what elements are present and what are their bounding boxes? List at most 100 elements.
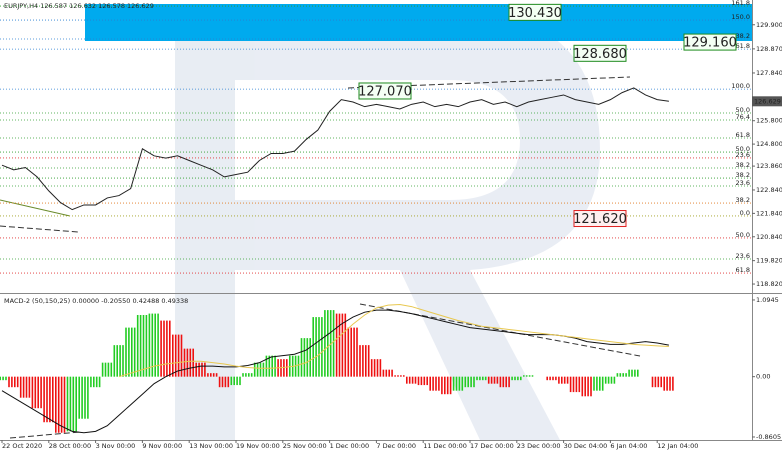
histogram-bar xyxy=(11,376,13,388)
histogram-bar xyxy=(104,362,107,377)
histogram-bar xyxy=(517,376,519,381)
histogram-bar xyxy=(227,376,230,388)
histogram-bar xyxy=(523,375,525,377)
histogram-bar xyxy=(195,362,197,377)
histogram-bar xyxy=(183,348,186,377)
histogram-bar xyxy=(81,376,83,419)
histogram-bar xyxy=(22,376,25,398)
histogram-bar xyxy=(438,376,440,391)
histogram-bar xyxy=(239,376,241,386)
histogram-bar xyxy=(411,376,414,384)
histogram-bar xyxy=(169,320,171,377)
histogram-bar xyxy=(490,376,493,384)
histogram-bar xyxy=(499,376,502,388)
y-tick-label: 124.800 xyxy=(756,140,782,148)
histogram-bar xyxy=(236,376,238,386)
histogram-bar xyxy=(233,376,235,386)
histogram-bar xyxy=(449,376,452,395)
annotation-box xyxy=(358,82,412,100)
target-zone xyxy=(85,4,752,41)
histogram-bar xyxy=(75,376,77,432)
histogram-bar xyxy=(25,376,28,398)
histogram-bar xyxy=(385,369,388,377)
histogram-bar xyxy=(157,313,159,377)
histogram-bar xyxy=(52,376,54,423)
histogram-bar xyxy=(2,376,4,381)
histogram-bar xyxy=(163,320,165,377)
histogram-bar xyxy=(265,355,268,377)
fib-label: 50.0 xyxy=(736,145,750,153)
histogram-bar xyxy=(245,373,247,377)
histogram-bar xyxy=(394,375,396,377)
fib-label: 76.4 xyxy=(736,113,750,121)
histogram-bar xyxy=(634,369,636,377)
histogram-bar xyxy=(139,314,142,377)
y-tick-label: 122.840 xyxy=(756,186,782,194)
histogram-bar xyxy=(262,362,265,377)
histogram-bar xyxy=(619,373,622,377)
histogram-bar xyxy=(303,338,306,377)
histogram-bar xyxy=(362,345,364,377)
annotation-label: 129.160 xyxy=(683,36,737,51)
histogram-bar xyxy=(356,327,358,377)
histogram-bar xyxy=(248,373,250,377)
histogram-bar xyxy=(414,376,417,384)
histogram-bar xyxy=(8,376,10,388)
y-tick-label: 123.860 xyxy=(756,162,782,170)
histogram-bar xyxy=(487,376,490,384)
annotation-label: 128.680 xyxy=(573,47,627,62)
histogram-bar xyxy=(373,359,376,377)
histogram-bar xyxy=(525,375,528,377)
histogram-bar xyxy=(569,376,572,393)
annotation-label: 130.430 xyxy=(508,6,562,21)
histogram-bar xyxy=(274,355,276,377)
histogram-bar xyxy=(192,348,194,377)
x-tick-label: 22 Oct 2020 xyxy=(2,442,42,450)
histogram-bar xyxy=(46,376,48,423)
histogram-bar xyxy=(256,362,259,377)
x-tick-label: 28 Oct 00:00 xyxy=(49,442,91,450)
fib-label: 38.2 xyxy=(736,171,750,179)
histogram-bar xyxy=(476,376,478,381)
histogram-bar xyxy=(218,376,221,388)
x-tick-label: 17 Dec 00:00 xyxy=(470,442,514,450)
histogram-bar xyxy=(315,317,317,377)
histogram-bar xyxy=(388,369,390,377)
x-tick-label: 30 Dec 04:00 xyxy=(564,442,608,450)
histogram-bar xyxy=(561,376,563,384)
histogram-bar xyxy=(19,376,22,398)
histogram-bar xyxy=(5,376,7,381)
histogram-bar xyxy=(496,376,499,384)
histogram-bar xyxy=(107,362,110,377)
histogram-bar xyxy=(552,376,554,381)
fib-label: 50.0 xyxy=(736,106,750,114)
histogram-bar xyxy=(166,320,168,377)
histogram-bar xyxy=(473,376,475,388)
x-tick-label: 1 Dec 00:00 xyxy=(330,442,370,450)
histogram-bar xyxy=(151,313,154,377)
histogram-bar xyxy=(660,376,662,388)
histogram-bar xyxy=(174,334,177,377)
histogram-bar xyxy=(329,310,332,377)
x-tick-label: 13 Nov 00:00 xyxy=(189,442,233,450)
macd-trend-line xyxy=(9,431,81,439)
histogram-bar xyxy=(444,376,446,395)
y-tick-label: 118.820 xyxy=(756,280,782,288)
histogram-bar xyxy=(309,338,311,377)
histogram-bar xyxy=(397,375,399,377)
histogram-bar xyxy=(131,327,133,377)
histogram-bar xyxy=(625,373,627,377)
histogram-bar xyxy=(37,376,39,409)
x-tick-label: 6 Jan 04:00 xyxy=(610,442,647,450)
histogram-bar xyxy=(177,334,180,377)
histogram-bar xyxy=(370,359,373,377)
histogram-bar xyxy=(78,376,80,419)
histogram-bar xyxy=(186,348,189,377)
histogram-bar xyxy=(224,376,227,388)
macd-title: MACD-2 (50,150,25) 0.00000 -0.20550 0.42… xyxy=(4,297,188,305)
fib-label: 138.2 xyxy=(731,32,750,40)
histogram-bar xyxy=(420,376,423,386)
histogram-bar xyxy=(116,345,118,377)
histogram-bar xyxy=(119,345,121,377)
histogram-bar xyxy=(172,334,174,377)
